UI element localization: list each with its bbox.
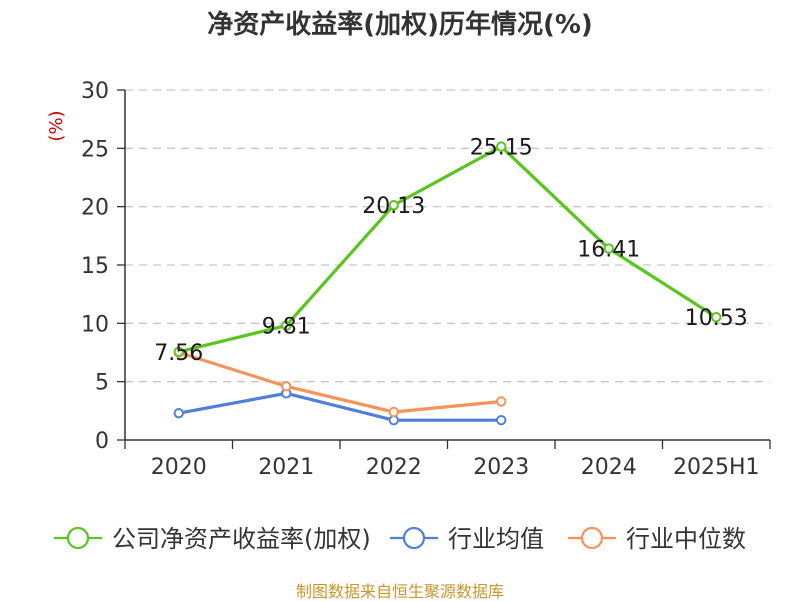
legend: 公司净资产收益率(加权) 行业均值 行业中位数: [54, 525, 746, 553]
legend-swatch-marker: [402, 526, 426, 550]
series-line: [178, 350, 502, 414]
y-tick-label: 25: [81, 137, 109, 162]
data-point: [388, 199, 399, 211]
y-axis-unit: (%): [46, 110, 67, 141]
data-point: [281, 320, 292, 331]
data-point: [388, 414, 399, 426]
chart-title: 净资产收益率(加权)历年情况(%): [207, 10, 593, 40]
data-label: 25.15: [470, 136, 533, 161]
y-tick-label: 15: [81, 254, 109, 279]
legend-swatch-marker: [580, 526, 604, 550]
data-point: [388, 406, 399, 418]
x-tick-label: 2025H1: [673, 455, 760, 480]
x-tick-label: 2024: [581, 455, 637, 480]
series-line: [178, 391, 502, 422]
series-line: [178, 144, 718, 354]
source-note: 制图数据来自恒生聚源数据库: [295, 582, 504, 601]
legend-swatch-marker: [66, 526, 90, 550]
data-point: [603, 243, 614, 254]
legend-label: 行业中位数: [626, 525, 746, 553]
data-label: 20.13: [362, 194, 425, 219]
y-tick-label: 30: [81, 79, 109, 104]
legend-label: 公司净资产收益率(加权): [112, 525, 371, 553]
data-point: [281, 381, 292, 392]
grid-lines: [125, 89, 770, 383]
data-point: [496, 396, 507, 407]
data-label: 7.56: [154, 341, 203, 366]
data-point: [173, 346, 184, 357]
data-point: [711, 311, 722, 323]
data-point: [496, 141, 507, 152]
legend-label: 行业均值: [448, 525, 544, 553]
data-labels: 7.56 9.81 20.13 25.15 16.41 10.53: [154, 136, 747, 366]
axes: 0 5 10 15 20 25 30 (%) 2020 2021 2022 2023 2024 2025H…: [46, 79, 771, 480]
y-tick-label: 5: [95, 371, 109, 396]
x-tick-label: 2023: [473, 455, 529, 480]
data-label: 9.81: [262, 315, 311, 340]
y-tick-label: 10: [81, 312, 109, 337]
x-tick-label: 2020: [151, 455, 207, 480]
data-point: [496, 414, 507, 426]
data-label: 16.41: [577, 238, 640, 263]
data-label: 10.53: [685, 306, 748, 331]
x-tick-label: 2021: [258, 455, 314, 480]
y-tick-label: 0: [95, 429, 109, 454]
series-lines: [173, 141, 722, 426]
y-tick-label: 20: [81, 196, 109, 221]
x-tick-label: 2022: [366, 455, 422, 480]
data-point: [173, 407, 184, 419]
